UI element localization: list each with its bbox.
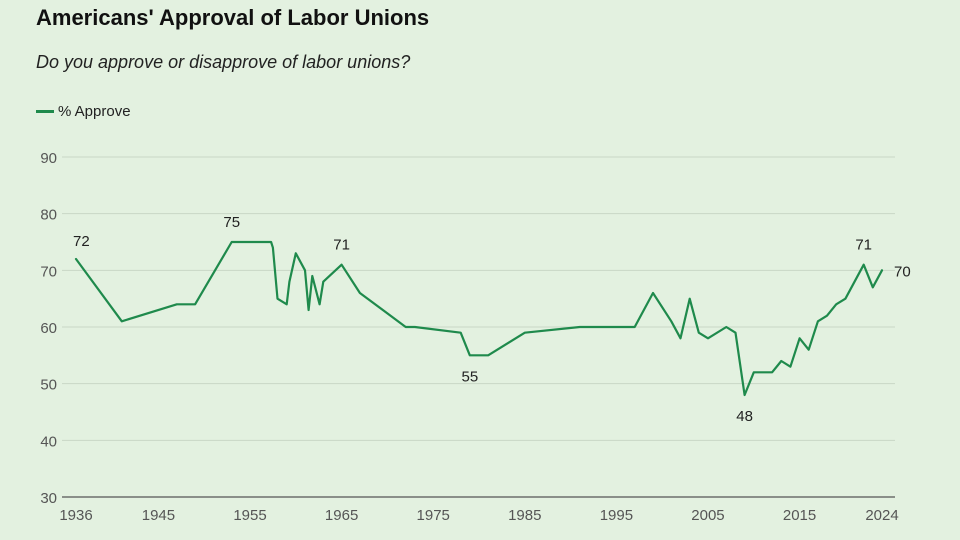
- x-tick-label: 2024: [865, 507, 898, 524]
- x-axis: 1936 1945 1955 1965 1975 1985 1995 2005 2015 2024: [59, 507, 898, 524]
- data-label: 71: [333, 237, 350, 254]
- chart-title: Americans' Approval of Labor Unions: [36, 5, 430, 30]
- x-tick-label: 1975: [417, 507, 450, 524]
- chart-subtitle: Do you approve or disapprove of labor un…: [36, 52, 411, 72]
- grid-lines: [62, 156, 895, 498]
- data-label: 70: [894, 263, 911, 280]
- y-tick-label: 80: [40, 207, 57, 224]
- data-label: 55: [461, 368, 478, 385]
- y-tick-label: 70: [40, 263, 57, 280]
- legend-label: % Approve: [58, 103, 131, 120]
- x-tick-label: 1965: [325, 507, 358, 524]
- series-group: [74, 240, 884, 397]
- legend: % Approve: [36, 103, 131, 120]
- y-tick-label: 90: [40, 150, 57, 167]
- x-tick-label: 1955: [233, 507, 266, 524]
- y-tick-label: 40: [40, 433, 57, 450]
- x-tick-label: 1995: [600, 507, 633, 524]
- x-tick-label: 1936: [59, 507, 92, 524]
- data-labels: 72 75 71 55 48 71 70: [73, 214, 911, 425]
- y-tick-label: 50: [40, 377, 57, 394]
- data-label: 71: [855, 237, 872, 254]
- series-line-approve: [74, 240, 884, 397]
- data-label: 72: [73, 233, 90, 250]
- x-tick-label: 1985: [508, 507, 541, 524]
- data-label: 48: [736, 408, 753, 425]
- legend-swatch: [36, 110, 54, 113]
- x-tick-label: 2015: [783, 507, 816, 524]
- x-tick-label: 2005: [691, 507, 724, 524]
- data-label: 75: [223, 214, 240, 231]
- y-tick-label: 30: [40, 490, 57, 507]
- y-axis: 30 40 50 60 70 80 90: [40, 150, 57, 507]
- x-tick-label: 1945: [142, 507, 175, 524]
- y-tick-label: 60: [40, 320, 57, 337]
